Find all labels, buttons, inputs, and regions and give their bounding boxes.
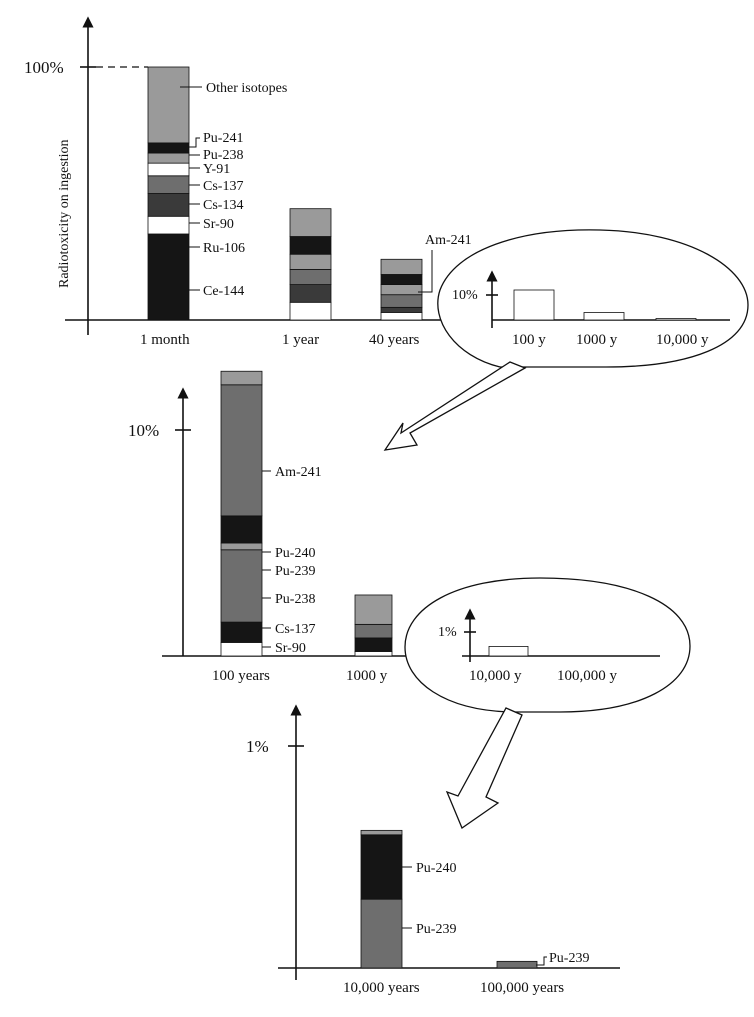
bar-segment-1-month-cs-134	[147, 193, 190, 217]
zoom-arrow-2	[445, 707, 523, 829]
label-cs-137: Cs-137	[203, 179, 243, 194]
panel-2-inset-y-tick-label: 1%	[438, 625, 457, 640]
bar-segment-1000-y-cs-137	[354, 637, 393, 652]
bar-segment-40-years-pu-241	[380, 274, 423, 285]
panel-1-x-tick-1-month: 1 month	[140, 332, 190, 348]
bar-segment-1-year-sr-90	[289, 301, 332, 321]
bar-segment-1-year-cs-137	[289, 268, 332, 285]
label-sr-90: Sr-90	[203, 217, 234, 232]
bar-segment-1-year-cs-134	[289, 284, 332, 303]
bar-segment-100-years-pu-238	[220, 549, 263, 623]
panel-1-inset-x-tick-100y: 100 y	[512, 332, 546, 348]
panel-1-inset-bars	[513, 289, 697, 321]
label-pu-240-p3: Pu-240	[416, 861, 456, 876]
bar-segment-1-month-sr-90	[147, 215, 190, 235]
panel-2-bars	[220, 370, 393, 657]
panel-1-y-axis-label: Radiotoxicity on ingestion	[57, 139, 72, 288]
bar-segment-10-000-years-pu-240	[360, 834, 403, 900]
zoom-arrow-1	[383, 361, 527, 451]
panel-3-x-tick-100000-years: 100,000 years	[480, 980, 564, 996]
panel-1-inset-y-tick-label: 10%	[452, 288, 478, 303]
inset-bar-100-y	[513, 289, 555, 321]
label-pu-238: Pu-238	[203, 148, 243, 163]
label-pu-240: Pu-240	[275, 546, 315, 561]
panel-2-x-tick-1000y: 1000 y	[346, 668, 388, 684]
bar-segment-1-month-pu-238	[147, 152, 190, 164]
panel-1-bars	[147, 66, 423, 321]
panel-1-inset-x-tick-10000y: 10,000 y	[656, 332, 709, 348]
bar-segment-40-years-pu-238	[380, 284, 423, 296]
leader-am-241-40y	[418, 250, 433, 293]
label-am-241-40y: Am-241	[425, 233, 472, 248]
bar-segment-1-month-pu-241	[147, 142, 190, 154]
panel-2: 10% 100 years 1000 y Am-241 Pu-240 Pu-23…	[128, 370, 691, 829]
label-other-isotopes: Other isotopes	[206, 81, 287, 96]
label-cs-134: Cs-134	[203, 198, 243, 213]
panel-1-x-tick-1-year: 1 year	[282, 332, 319, 348]
bar-segment-40-years-cs-134	[380, 306, 423, 313]
leader-pu-241	[189, 137, 200, 148]
bar-segment-40-years-other-isotopes	[380, 258, 423, 275]
panel-2-inset-x-tick-10000y: 10,000 y	[469, 668, 522, 684]
label-y-91: Y-91	[203, 162, 230, 177]
panel-3-x-tick-10000-years: 10,000 years	[343, 980, 420, 996]
bar-segment-100-years-am-241	[220, 384, 263, 517]
inset-bar-10-000-y	[655, 318, 697, 321]
bar-segment-100-years-pu-240	[220, 515, 263, 544]
bar-segment-1000-y-pu-239	[354, 594, 393, 625]
panel-1-inset-x-tick-1000y: 1000 y	[576, 332, 618, 348]
panel-2-zoom-ellipse	[404, 577, 691, 713]
bar-segment-100-000-years-pu-239	[496, 960, 538, 969]
inset-bar-1000-y	[583, 312, 625, 321]
label-pu-241: Pu-241	[203, 131, 243, 146]
panel-2-inset-x-tick-100000y: 100,000 y	[557, 668, 618, 684]
bar-segment-1-month-y-91	[147, 162, 190, 177]
bar-segment-1-month-ce-144	[147, 233, 190, 321]
panel-1-x-tick-40-years: 40 years	[369, 332, 420, 348]
bar-segment-40-years-sr-90	[380, 312, 423, 321]
inset-bar-10-000-y	[488, 646, 529, 657]
bar-segment-1000-y-sr-90	[354, 651, 393, 657]
bar-segment-1000-y-pu-238	[354, 623, 393, 639]
panel-2-x-tick-100-years: 100 years	[212, 668, 270, 684]
bar-segment-100-years-pu-239	[220, 542, 263, 551]
panel-3: 1% 10,000 years 100,000 years Pu-240 Pu-…	[246, 704, 620, 996]
panel-3-y-tick-label: 1%	[246, 737, 269, 756]
label-pu-239: Pu-239	[275, 564, 315, 579]
bar-segment-1-month-cs-137	[147, 175, 190, 194]
panel-1-y-tick-label: 100%	[24, 58, 64, 77]
panel-1-zoom-ellipse	[437, 229, 749, 368]
bar-segment-100-years-sr-90	[220, 642, 263, 657]
bar-segment-100-years-other	[220, 370, 263, 386]
label-am-241: Am-241	[275, 465, 322, 480]
label-pu-238-p2: Pu-238	[275, 592, 315, 607]
bar-segment-40-years-cs-137	[380, 294, 423, 308]
leader-pu-239-100000y	[536, 956, 547, 966]
label-pu-239-100000y: Pu-239	[549, 951, 589, 966]
bar-segment-1-year-pu-238	[289, 253, 332, 270]
panel-3-bars	[360, 829, 538, 969]
bar-segment-10-000-years-pu-239	[360, 898, 403, 969]
label-sr-90-p2: Sr-90	[275, 641, 306, 656]
label-ru-106: Ru-106	[203, 241, 245, 256]
panel-2-y-tick-label: 10%	[128, 421, 159, 440]
label-cs-137-p2: Cs-137	[275, 622, 315, 637]
bar-segment-1-month-other-isotopes	[147, 66, 190, 144]
panel-2-inset-bars	[488, 646, 529, 657]
panel-1: 100% Radiotoxicity on ingestion 1 month …	[24, 16, 749, 451]
label-ce-144: Ce-144	[203, 284, 244, 299]
bar-segment-1-year-pu-241	[289, 236, 332, 255]
bar-segment-10-000-years-other	[360, 829, 403, 836]
bar-segment-1-year-other-isotopes	[289, 208, 332, 237]
label-pu-239-p3: Pu-239	[416, 922, 456, 937]
bar-segment-100-years-cs-137	[220, 621, 263, 643]
